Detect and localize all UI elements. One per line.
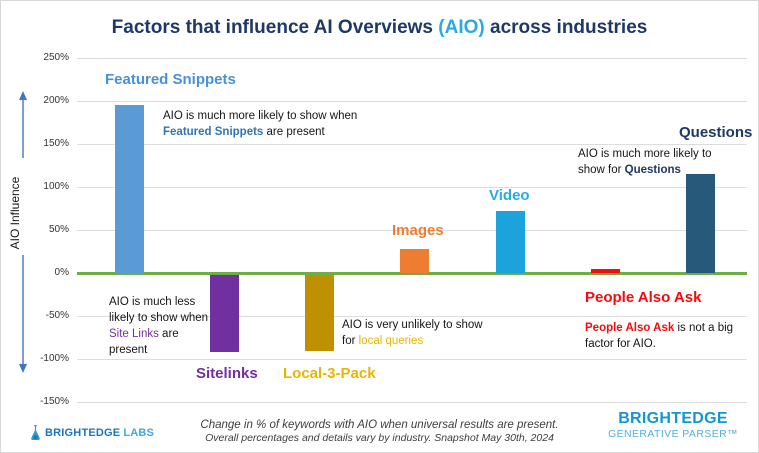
annotation-segment: AIO is much more likely to show for (578, 148, 712, 176)
annotation-segment: AIO is very unlikely to show for (342, 319, 483, 347)
annotation-5: People Also Ask is not a big factor for … (585, 321, 737, 353)
gridline (77, 144, 747, 145)
page-title-segment: (AIO) (438, 17, 485, 38)
category-label-images: Images (392, 222, 444, 239)
y-tick-label: 0% (54, 267, 69, 278)
annotation-2: AIO is much less likely to show when Sit… (109, 295, 213, 358)
gridline (77, 230, 747, 231)
labs-logo-suffix: LABS (123, 427, 155, 439)
y-tick-label: 50% (48, 224, 69, 235)
annotation-segment: People Also Ask (585, 322, 675, 334)
gridline (77, 101, 747, 102)
bar-featured-snippets (114, 105, 144, 273)
gridline (77, 187, 747, 188)
annotation-segment: Featured Snippets (163, 125, 264, 138)
y-tick-label: -150% (40, 396, 69, 407)
gridline (77, 402, 747, 403)
y-tick-label: 200% (43, 95, 69, 106)
footer-note-line1: Change in % of keywords with AIO when un… (200, 419, 559, 431)
page-title: Factors that influence AI Overviews (AIO… (1, 17, 758, 39)
zero-axis-line (77, 272, 747, 275)
annotation-segment: is not a big factor for AIO. (585, 322, 734, 350)
up-arrow-icon (19, 91, 27, 158)
category-label-people-also-ask: People Also Ask (585, 289, 702, 306)
gridline (77, 359, 747, 360)
category-label-video: Video (489, 187, 530, 204)
bar-images (400, 248, 430, 273)
bar-video (495, 211, 525, 273)
bar-people-also-ask (591, 268, 621, 273)
annotation-segment: are present (109, 327, 179, 356)
y-tick-label: 250% (43, 52, 69, 63)
page-title-segment: Factors that influence AI Overviews (111, 17, 439, 38)
annotation-segment: AIO is much more likely to show when (163, 110, 358, 122)
annotation-segment: Questions (624, 163, 681, 176)
bar-questions (686, 174, 716, 273)
bar-sitelinks (209, 275, 239, 353)
category-label-local-3-pack: Local-3-Pack (283, 365, 376, 382)
footer-note-line2: Overall percentages and details vary by … (205, 432, 554, 444)
annotation-4: AIO is much more likely to show for Ques… (578, 147, 740, 179)
gridline (77, 58, 747, 59)
category-label-questions: Questions (679, 124, 753, 141)
annotation-segment: AIO is much less likely to show when (109, 296, 209, 324)
page-title-segment: across industries (484, 17, 648, 38)
labs-logo-brand: BRIGHTEDGE (45, 427, 121, 439)
parser-logo-brand: BRIGHTEDGE (618, 410, 728, 427)
parser-logo-product: GENERATIVE PARSER™ (608, 428, 738, 441)
footer-note: Change in % of keywords with AIO when un… (1, 419, 758, 444)
annotation-segment: Site Links (109, 327, 159, 340)
annotation-segment: are present (263, 125, 325, 138)
y-tick-label: -100% (40, 353, 69, 364)
y-tick-label: -50% (45, 310, 69, 321)
flask-icon (31, 425, 40, 441)
down-arrow-icon (19, 255, 27, 373)
category-label-featured-snippets: Featured Snippets (105, 71, 236, 88)
brightedge-labs-logo: BRIGHTEDGE LABS (29, 424, 154, 442)
annotation-1: AIO is much more likely to show when Fea… (163, 109, 381, 141)
annotation-3: AIO is very unlikely to show for local q… (342, 318, 484, 350)
bar-local-3-pack (305, 275, 335, 351)
category-label-sitelinks: Sitelinks (196, 365, 258, 382)
brightedge-parser-logo: BRIGHTEDGE GENERATIVE PARSER™ (608, 410, 738, 440)
y-tick-label: 150% (43, 138, 69, 149)
y-tick-label: 100% (43, 181, 69, 192)
annotation-segment: local queries (358, 334, 424, 347)
gridline (77, 316, 747, 317)
y-axis-title: AIO Influence (8, 176, 22, 250)
